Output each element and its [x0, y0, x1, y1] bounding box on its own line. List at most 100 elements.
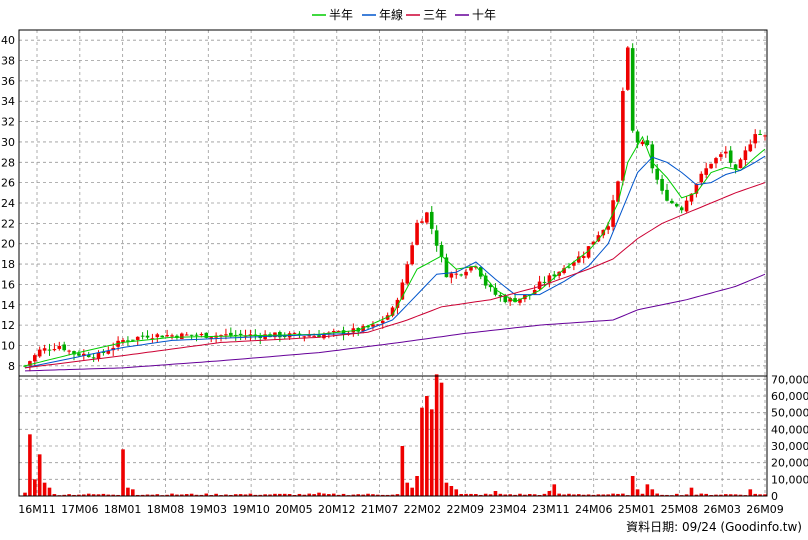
volume-bar — [601, 494, 606, 496]
volume-bar — [67, 494, 71, 496]
candle-body — [645, 140, 650, 146]
volume-bar — [410, 487, 414, 496]
volume-bar — [385, 494, 390, 496]
candle-body — [576, 256, 581, 263]
volume-bar — [155, 494, 160, 496]
candle-body — [140, 335, 145, 337]
candle-body — [640, 141, 645, 145]
volume-bar — [214, 493, 218, 496]
volume-bar — [52, 494, 57, 496]
date-tick-label: 25M08 — [661, 503, 699, 516]
volume-bar — [390, 494, 395, 496]
volume-bar — [562, 494, 566, 496]
candle-body — [567, 266, 571, 268]
candle-body — [145, 335, 150, 338]
volume-bar — [567, 493, 571, 496]
candle-body — [106, 350, 111, 354]
price-tick-label: 36 — [1, 75, 15, 88]
volume-bar — [224, 494, 228, 496]
volume-bar — [454, 489, 459, 496]
candle-body — [253, 334, 258, 336]
volume-bar — [361, 494, 365, 496]
candle-body — [86, 354, 91, 358]
volume-bar — [444, 482, 449, 496]
candle-body — [126, 340, 130, 342]
candle-body — [199, 333, 204, 336]
volume-bar — [135, 494, 140, 496]
candle-body — [366, 325, 370, 328]
candle-body — [390, 307, 395, 316]
ma-year-line — [24, 155, 766, 369]
volume-tick-label: 0 — [771, 490, 778, 503]
volume-bar — [37, 454, 42, 496]
moving-average-lines — [24, 135, 766, 372]
volume-bar — [145, 494, 150, 496]
volume-bar — [728, 494, 733, 496]
candlestick-series — [23, 43, 767, 372]
price-tick-label: 20 — [1, 238, 15, 251]
candle-body — [449, 273, 454, 278]
candle-body — [33, 355, 37, 362]
volume-bar — [116, 494, 120, 496]
candle-body — [336, 330, 341, 332]
date-tick-label: 23M11 — [532, 503, 570, 516]
volume-bar — [572, 494, 576, 496]
volume-bar — [287, 494, 292, 496]
candle-body — [694, 183, 699, 194]
candle-body — [434, 230, 439, 246]
candle-body — [292, 332, 297, 334]
volume-bars — [23, 374, 767, 496]
candle-body — [537, 281, 542, 290]
candle-body — [753, 134, 757, 144]
volume-bar — [674, 493, 679, 496]
volume-bar — [591, 494, 596, 496]
volume-bar — [327, 494, 331, 496]
candle-body — [738, 159, 743, 169]
volume-bar — [62, 494, 67, 496]
candle-body — [660, 178, 664, 191]
candle-body — [229, 332, 233, 336]
volume-bar — [420, 407, 424, 496]
legend-label-half-year: 半年 — [329, 8, 353, 22]
volume-bar — [282, 493, 287, 496]
volume-bar — [229, 494, 233, 496]
candle-body — [238, 333, 243, 336]
ma-ten-year-line — [24, 273, 766, 372]
volume-bar — [635, 489, 640, 496]
volume-tick-label: 30,000 — [771, 440, 808, 453]
volume-bar — [660, 494, 664, 496]
candle-body — [689, 193, 694, 202]
volume-bar — [689, 487, 694, 496]
volume-panel-frame — [18, 375, 768, 497]
candle-body — [562, 268, 566, 274]
volume-bar — [469, 493, 473, 496]
candle-body — [748, 144, 753, 152]
volume-bar — [253, 494, 258, 496]
candle-body — [635, 131, 640, 143]
volume-bar — [738, 494, 743, 496]
price-panel-grid — [19, 30, 767, 376]
date-tick-label: 16M11 — [18, 503, 56, 516]
ma-three-year-line — [24, 182, 766, 369]
volume-bar — [268, 494, 272, 496]
volume-bar — [140, 494, 145, 496]
candle-body — [62, 344, 67, 351]
candle-body — [655, 168, 659, 180]
candle-body — [743, 150, 748, 161]
volume-bar — [331, 493, 336, 496]
volume-bar — [493, 491, 498, 496]
volume-bar — [459, 493, 463, 496]
candle-body — [699, 173, 704, 183]
volume-tick-label: 60,000 — [771, 390, 808, 403]
volume-bar — [336, 494, 341, 496]
candle-body — [410, 245, 414, 265]
volume-bar — [763, 494, 767, 496]
candle-body — [72, 351, 76, 355]
volume-bar — [508, 494, 512, 496]
candle-body — [380, 320, 385, 324]
volume-bar — [518, 493, 522, 496]
volume-bar — [111, 494, 116, 496]
candle-body — [341, 330, 346, 335]
candle-body — [709, 163, 713, 169]
candle-body — [101, 351, 106, 353]
